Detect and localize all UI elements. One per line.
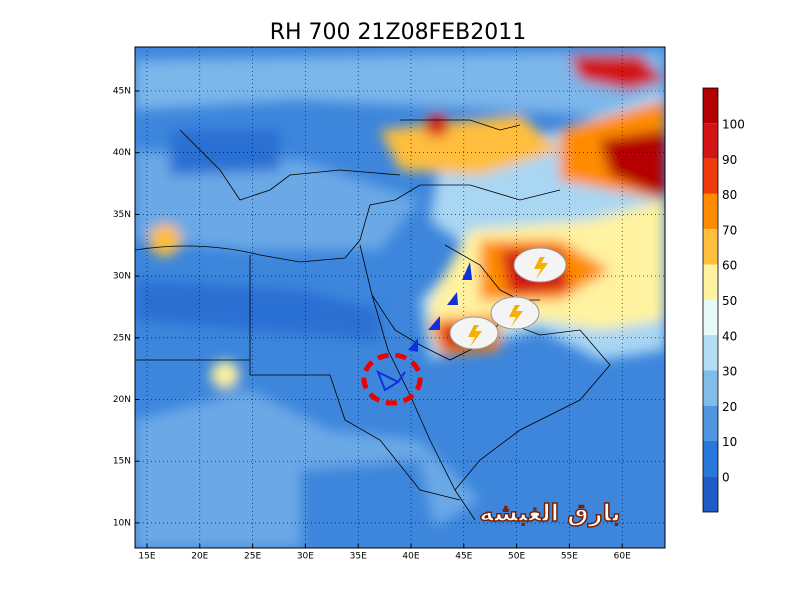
annotations: بارق الغبشه: [361, 247, 621, 528]
colorbar-label: 80: [722, 188, 737, 202]
colorbar-label: 10: [722, 435, 737, 449]
highlight-circle: [361, 352, 423, 406]
longitude-label: 30E: [297, 552, 314, 562]
colorbar-label: 40: [722, 329, 737, 343]
colorbar-label: 60: [722, 259, 737, 273]
axis-labels: 15E 20E 25E 30E 35E 40E 45E 50E 55E 60E 45N 40N 35N 3…: [113, 87, 631, 562]
colorbar-label: 0: [722, 471, 730, 485]
latitude-label: 10N: [113, 518, 131, 528]
longitude-label: 15E: [138, 552, 155, 562]
latitude-label: 30N: [113, 272, 131, 282]
latitude-label: 20N: [113, 395, 131, 405]
colorbar-label: 30: [722, 365, 737, 379]
longitude-label: 50E: [508, 552, 525, 562]
watermark: بارق الغبشه: [479, 499, 620, 527]
latitude-label: 15N: [113, 457, 131, 467]
colorbar: [702, 87, 719, 513]
map-frame: [134, 46, 666, 549]
colorbar-label: 20: [722, 400, 737, 414]
longitude-label: 35E: [350, 552, 367, 562]
longitude-label: 60E: [614, 552, 631, 562]
longitude-label: 55E: [561, 552, 578, 562]
colorbar-label: 50: [722, 294, 737, 308]
latitude-label: 25N: [113, 333, 131, 343]
grid: [135, 47, 665, 548]
colorbar-label: 70: [722, 223, 737, 237]
storm-icons: [449, 247, 567, 350]
latitude-label: 35N: [113, 210, 131, 220]
humidity-blobs: [135, 50, 665, 548]
latitude-label: 45N: [113, 87, 131, 97]
latitude-label: 40N: [113, 148, 131, 158]
map-title: RH 700 21Z08FEB2011: [270, 20, 527, 45]
map-field: [135, 47, 665, 548]
longitude-label: 25E: [244, 552, 261, 562]
longitude-label: 40E: [402, 552, 419, 562]
longitude-label: 20E: [191, 552, 208, 562]
colorbar-label: 90: [722, 153, 737, 167]
wind-arrow: [376, 369, 406, 392]
colorbar-label: 100: [722, 118, 745, 132]
wind-markers: [408, 262, 472, 352]
longitude-label: 45E: [455, 552, 472, 562]
